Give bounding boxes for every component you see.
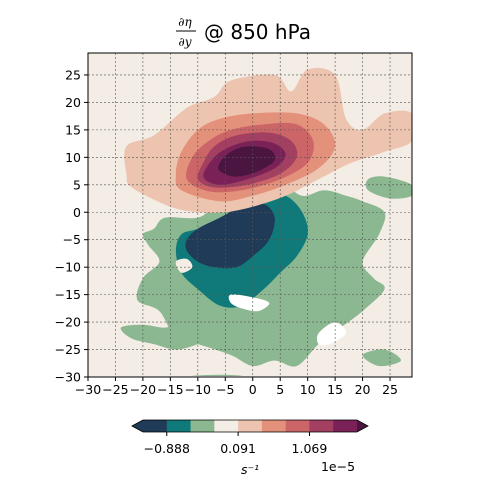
colorbar-segment [190,420,215,432]
y-tick-label: 0 [73,205,81,220]
y-tick-label: −20 [55,315,81,330]
colorbar-segments [131,419,369,433]
colorbar-segment [238,420,263,432]
x-tick-label: 15 [327,382,343,397]
y-tick-label: 20 [65,95,81,110]
colorbar-low-extend [132,420,143,432]
contour-patch-3 [208,330,243,350]
y-tick-label: −30 [55,370,81,385]
x-tick-label: 25 [382,382,398,397]
colorbar-segment [143,420,168,432]
x-tick-label: 10 [300,382,316,397]
grid-lines [87,53,412,378]
colorbar-segment [214,420,239,432]
y-tick-label: −10 [55,260,81,275]
y-tick-label: 5 [73,177,81,192]
colorbar-segment [309,420,334,432]
colorbar-segment [333,420,358,432]
contour-patch-1 [365,176,412,199]
x-tick-label: −25 [102,382,128,397]
contour-patch-8 [175,258,193,273]
colorbar-unit-label: s⁻¹ [241,462,259,477]
y-axis: −30 −25 −20 −15 −10 −5 0 5 10 15 20 25 [55,67,88,385]
contour-patch-4 [362,349,402,367]
x-tick-label: −5 [216,382,234,397]
colorbar-tick-label: −0.888 [144,441,190,456]
x-tick-label: 20 [355,382,371,397]
x-tick-label: −30 [75,382,101,397]
colorbar-segment [261,420,287,432]
colorbar-tick-label: 0.091 [220,441,256,456]
plot-area: −30 −25 −20 −15 −10 −5 0 5 10 15 20 25 −30−25−20−15… [55,52,413,397]
contour-patch-6 [228,294,270,312]
x-tick-label: −15 [157,382,183,397]
y-tick-label: 25 [65,67,81,82]
colorbar-ticks: −0.888 0.091 1.069 [144,432,328,456]
colorbar-segment [166,420,192,432]
title-denominator: ∂y [179,35,192,49]
plot-frame [87,52,413,378]
colorbar-offset-label: 1e−5 [321,459,355,474]
contour-patch-5 [191,374,243,377]
colorbar: −0.888 0.091 1.069 s⁻¹ 1e−5 [131,419,369,477]
y-tick-label: −25 [55,342,81,357]
negative-contour-level-3 [185,203,275,269]
colorbar-segment [285,420,310,432]
x-axis: −30 −25 −20 −15 −10 −5 0 5 10 15 20 25 [75,377,398,397]
x-tick-label: 0 [249,382,257,397]
contour-patch-2 [120,322,221,350]
chart-title: ∂η ∂y @ 850 hPa [176,15,311,49]
contour-fills [120,67,412,377]
y-tick-label: −15 [55,287,81,302]
colorbar-tick-label: 1.069 [292,441,328,456]
y-tick-label: −5 [63,232,81,247]
colorbar-high-extend [357,420,368,432]
x-tick-label: 5 [276,382,284,397]
y-tick-label: 15 [65,122,81,137]
contour-patch-7 [316,322,347,346]
x-tick-label: −10 [185,382,211,397]
title-suffix: @ 850 hPa [204,20,311,44]
positive-contour-level-6 [218,146,276,177]
title-numerator: ∂η [178,15,192,29]
colorbar-outline [131,419,369,433]
y-tick-label: 10 [65,150,81,165]
x-tick-label: −20 [130,382,156,397]
